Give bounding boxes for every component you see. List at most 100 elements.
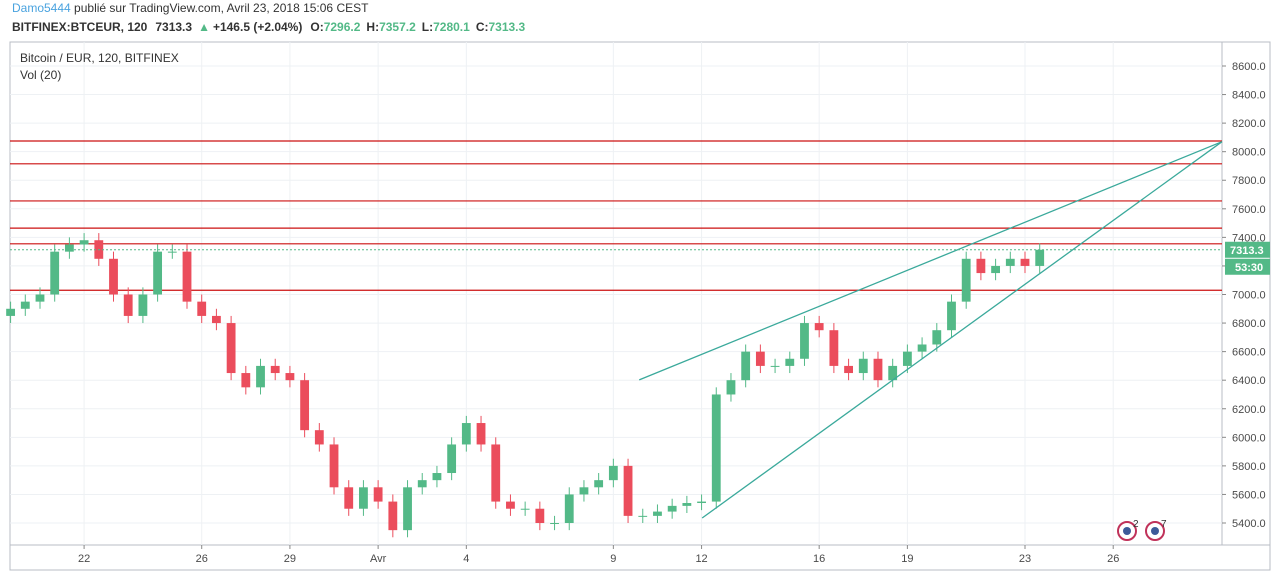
ohlc-value: 7357.2 xyxy=(379,20,416,34)
candle-body xyxy=(285,373,295,381)
candle-body xyxy=(594,480,604,488)
candle-body xyxy=(800,323,809,359)
y-tick-label: 8200.0 xyxy=(1232,118,1266,130)
candle-body xyxy=(902,351,912,366)
candle-body xyxy=(6,308,15,316)
candle-body xyxy=(858,358,868,374)
x-tick-label: 22 xyxy=(78,553,90,565)
candle-body xyxy=(182,251,192,302)
y-tick-label: 5400.0 xyxy=(1232,518,1266,530)
candle-body xyxy=(138,294,148,316)
candle-body xyxy=(417,480,427,488)
chart-title: Bitcoin / EUR, 120, BITFINEX xyxy=(20,51,179,65)
candle-body xyxy=(755,351,765,366)
symbol-line: BITFINEX:BTCEUR, 120 7313.3 ▲ +146.5 (+2.04… xyxy=(12,20,526,34)
candle-body xyxy=(1035,249,1045,266)
candle-body xyxy=(682,503,692,506)
candle-body xyxy=(197,301,207,316)
ohlc-label: C: xyxy=(476,20,489,34)
y-tick-label: 7600.0 xyxy=(1232,204,1266,216)
candle-body xyxy=(829,330,839,366)
countdown: 53:30 xyxy=(1235,262,1263,274)
y-tick-label: 7800.0 xyxy=(1232,175,1266,187)
candle-body xyxy=(1020,258,1030,266)
candle-body xyxy=(976,258,986,274)
candle-body xyxy=(403,487,412,531)
chart-subtitle: Vol (20) xyxy=(20,68,61,82)
x-tick-label: 23 xyxy=(1019,553,1031,565)
change: +146.5 (+2.04%) xyxy=(213,20,302,34)
candle-body xyxy=(314,430,324,445)
candle-body xyxy=(344,487,354,509)
candle-body xyxy=(461,423,471,445)
published: publié sur TradingView.com, Avril 23, 20… xyxy=(71,1,369,15)
candle-body xyxy=(329,444,339,488)
candle-body xyxy=(873,358,883,381)
y-tick-label: 6200.0 xyxy=(1232,404,1266,416)
y-tick-label: 6000.0 xyxy=(1232,432,1266,444)
y-tick-label: 6800.0 xyxy=(1232,318,1266,330)
event-badge-dot xyxy=(1151,527,1159,535)
candle-body xyxy=(697,501,706,504)
candle-body xyxy=(932,330,942,345)
candle-body xyxy=(961,258,971,302)
x-tick-label: 19 xyxy=(901,553,913,565)
candle-body xyxy=(814,323,824,331)
event-badge-dot xyxy=(1123,527,1131,535)
y-tick-label: 5800.0 xyxy=(1232,461,1266,473)
candle-body xyxy=(241,373,251,388)
candle-body xyxy=(564,494,574,524)
candle-body xyxy=(917,344,927,352)
candle-body xyxy=(711,394,721,502)
up-arrow: ▲ xyxy=(198,20,210,34)
countdown-box xyxy=(1225,258,1270,275)
ohlc-value: 7313.3 xyxy=(488,20,525,34)
user[interactable]: Damo5444 xyxy=(12,1,71,15)
candle-body xyxy=(623,465,633,516)
ohlc-label: H: xyxy=(366,20,379,34)
ohlc-label: O: xyxy=(310,20,323,34)
candle-body xyxy=(123,294,133,316)
header-line: Damo5444 publié sur TradingView.com, Avr… xyxy=(12,1,369,15)
trend-line xyxy=(638,141,1223,381)
symbol: BITFINEX:BTCEUR, 120 xyxy=(12,20,148,34)
candle-body xyxy=(226,323,236,374)
ohlc-label: L: xyxy=(422,20,433,34)
candle-body xyxy=(888,365,898,381)
candle-body xyxy=(300,380,310,431)
y-tick-label: 7000.0 xyxy=(1232,289,1266,301)
candle-body xyxy=(388,501,398,531)
y-tick-label: 8000.0 xyxy=(1232,147,1266,159)
ohlc-value: 7280.1 xyxy=(433,20,470,34)
x-tick-label: 16 xyxy=(813,553,825,565)
x-tick-label: 26 xyxy=(196,553,208,565)
candle-body xyxy=(64,244,74,252)
candle-body xyxy=(447,444,457,474)
x-tick-label: 9 xyxy=(610,553,616,565)
candle-body xyxy=(79,240,89,245)
event-badge-count: 2 xyxy=(1133,519,1139,530)
x-tick-label: 26 xyxy=(1107,553,1119,565)
x-tick-label: 12 xyxy=(695,553,707,565)
last-price-label: 7313.3 xyxy=(1230,245,1264,257)
candle-body xyxy=(476,423,486,445)
last: 7313.3 xyxy=(155,20,192,34)
candle-body xyxy=(373,487,383,502)
candle-body xyxy=(20,301,30,309)
candle-body xyxy=(947,301,956,331)
candle-body xyxy=(667,505,677,512)
y-tick-label: 6600.0 xyxy=(1232,347,1266,359)
ohlc-value: 7296.2 xyxy=(324,20,361,34)
candle-body xyxy=(991,265,1001,274)
candle-body xyxy=(109,258,118,295)
y-tick-label: 6400.0 xyxy=(1232,375,1266,387)
candle-body xyxy=(844,365,853,374)
y-tick-label: 5600.0 xyxy=(1232,489,1266,501)
y-tick-label: 7400.0 xyxy=(1232,232,1266,244)
candle-body xyxy=(432,473,442,481)
candle-body xyxy=(256,365,265,388)
candle-body xyxy=(579,487,589,495)
x-tick-label: 29 xyxy=(284,553,296,565)
candle-body xyxy=(741,351,751,381)
